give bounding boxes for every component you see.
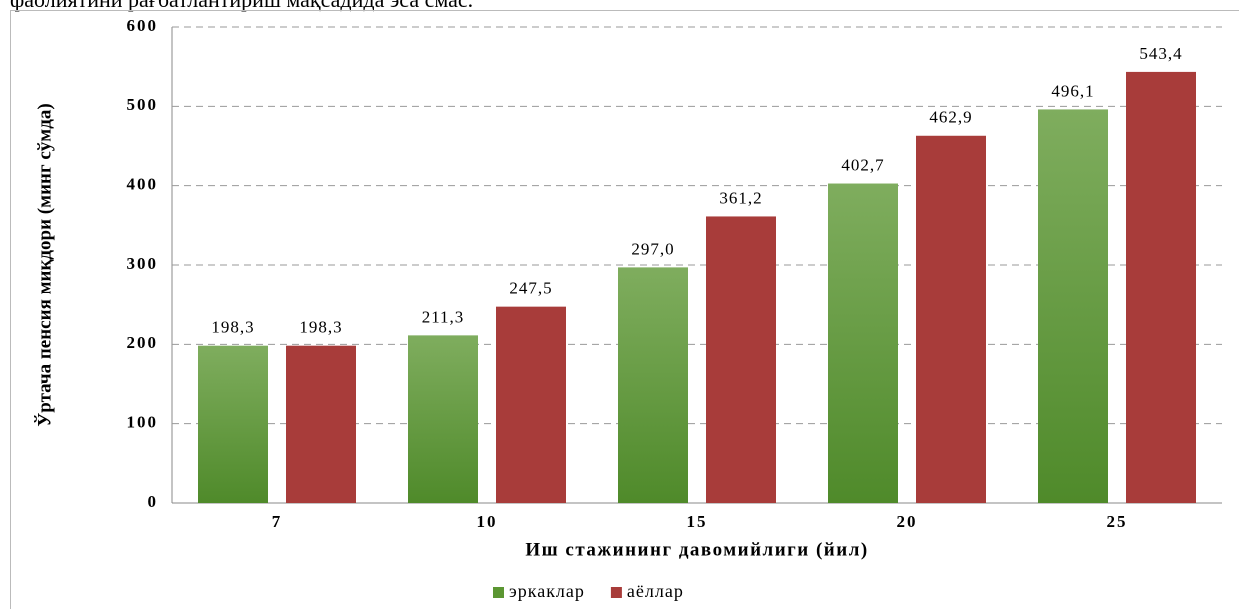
value-label: 198,3 — [211, 318, 254, 337]
bar — [198, 346, 268, 503]
legend-label: эркаклар — [509, 581, 585, 601]
legend-label: аёллар — [627, 581, 684, 601]
bar — [618, 267, 688, 503]
x-tick-label: 15 — [687, 512, 708, 531]
value-label: 247,5 — [509, 279, 552, 298]
value-label: 543,4 — [1139, 44, 1182, 63]
x-tick-label: 7 — [272, 512, 283, 531]
value-label: 402,7 — [841, 155, 884, 174]
y-tick-label: 600 — [127, 16, 159, 35]
bar — [408, 335, 478, 503]
x-tick-label: 25 — [1107, 512, 1128, 531]
y-tick-label: 100 — [127, 413, 159, 432]
bar — [706, 216, 776, 503]
x-axis-label: Иш стажининг давомийлиги (йил) — [525, 539, 868, 560]
y-tick-label: 0 — [148, 492, 159, 511]
bar — [286, 346, 356, 503]
x-tick-label: 10 — [477, 512, 498, 531]
bar — [496, 307, 566, 503]
y-tick-label: 500 — [127, 95, 159, 114]
value-label: 211,3 — [422, 307, 465, 326]
bar — [1126, 72, 1196, 503]
y-axis-label: Ўртача пенсия миқдори (минг сўмда) — [33, 103, 55, 426]
legend-swatch — [493, 587, 504, 598]
x-tick-label: 20 — [897, 512, 918, 531]
y-tick-label: 200 — [127, 333, 159, 352]
bar — [916, 136, 986, 503]
value-label: 297,0 — [631, 239, 674, 258]
bar — [828, 184, 898, 503]
value-label: 361,2 — [719, 188, 762, 207]
value-label: 198,3 — [299, 318, 342, 337]
value-label: 462,9 — [929, 108, 972, 127]
value-label: 496,1 — [1051, 81, 1094, 100]
y-tick-label: 400 — [127, 175, 159, 194]
y-tick-label: 300 — [127, 254, 159, 273]
legend-swatch — [611, 587, 622, 598]
bar — [1038, 109, 1108, 503]
